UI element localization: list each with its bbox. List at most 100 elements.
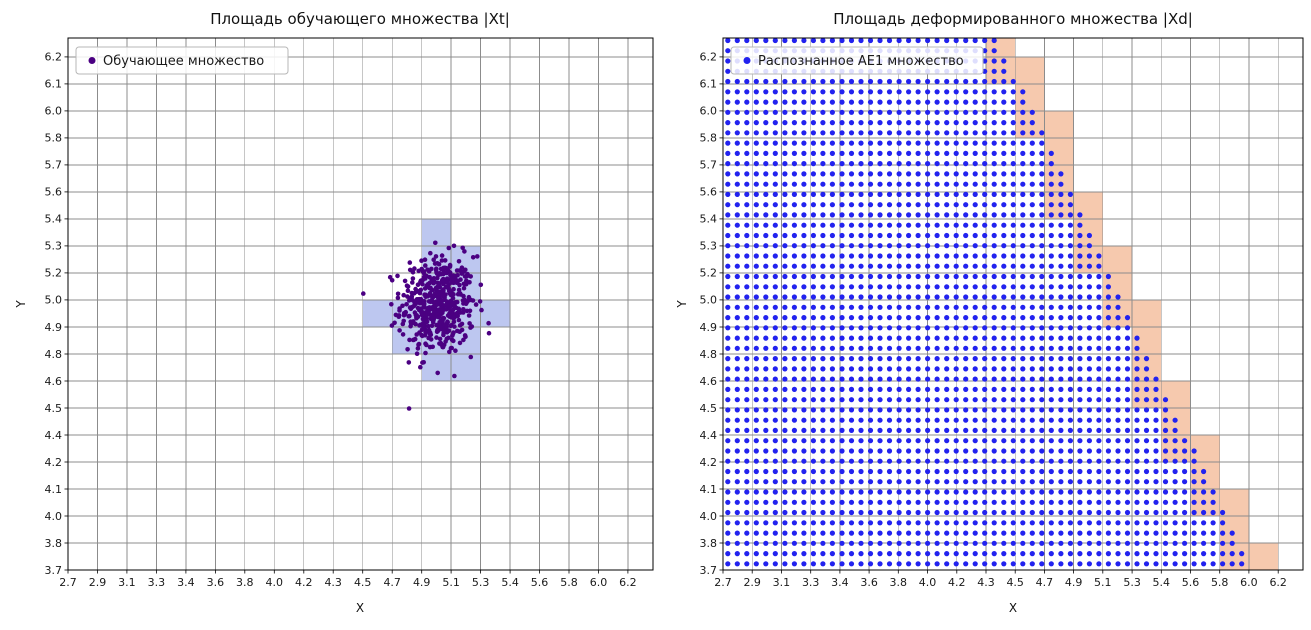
legend-marker-icon [743,57,751,64]
x-tick-label: 3.6 [207,576,225,589]
x-tick-label: 6.2 [1269,576,1287,589]
y-tick-label: 3.8 [700,537,718,550]
y-tick-label: 6.1 [45,78,63,91]
x-axis-label: X [1009,601,1017,615]
y-tick-label: 5.0 [700,294,718,307]
y-tick-label: 5.6 [700,186,718,199]
x-tick-label: 2.7 [714,576,732,589]
legend: Обучающее множество [75,46,289,75]
y-tick-label: 5.7 [700,159,718,172]
scatter-points [361,240,492,411]
legend-label: Обучающее множество [103,54,264,69]
y-tick-label: 5.2 [45,267,63,280]
axis-ticks: 2.73.7 2.9 3.8 3.1 4.0 3.3 4.1 3.4 4.2 3.6 4.4 3.8 4… [45,51,637,589]
y-tick-label: 5.0 [45,294,63,307]
legend-box [730,46,984,75]
grid-lines [68,38,653,570]
x-tick-label: 4.7 [383,576,401,589]
x-tick-label: 5.1 [1094,576,1112,589]
y-tick-label: 6.2 [45,51,63,64]
y-tick-label: 3.7 [700,564,718,577]
y-tick-label: 5.3 [45,240,63,253]
y-tick-label: 4.0 [45,510,63,523]
y-tick-label: 4.8 [700,348,718,361]
training-plot-canvas: 2.73.7 2.9 3.8 3.1 4.0 3.3 4.1 3.4 4.2 3.6 4.4 3.8 4… [14,10,654,615]
y-tick-label: 6.1 [700,78,718,91]
plot-layers [68,38,653,570]
x-tick-label: 4.9 [413,576,431,589]
plot-title: Площадь обучающего множества |Xt| [210,10,510,28]
x-tick-label: 4.5 [354,576,372,589]
x-tick-label: 5.1 [442,576,460,589]
y-tick-label: 5.4 [700,213,718,226]
x-tick-label: 5.8 [1211,576,1229,589]
y-tick-label: 4.2 [45,456,63,469]
y-tick-label: 3.7 [45,564,63,577]
legend: Распознанное AE1 множество [730,46,984,75]
x-tick-label: 5.3 [1123,576,1141,589]
x-tick-label: 5.4 [501,576,519,589]
x-tick-label: 3.4 [831,576,849,589]
x-tick-label: 3.1 [773,576,791,589]
x-tick-label: 4.5 [1006,576,1024,589]
y-tick-label: 6.0 [700,105,718,118]
x-tick-label: 4.2 [295,576,313,589]
x-tick-label: 5.6 [531,576,549,589]
x-tick-label: 2.7 [59,576,77,589]
y-axis-label: Y [14,300,28,309]
legend-label: Распознанное AE1 множество [758,54,964,69]
plot-layers [723,38,1303,570]
x-tick-label: 6.2 [619,576,637,589]
y-tick-label: 4.4 [700,429,718,442]
x-tick-label: 3.3 [148,576,166,589]
y-tick-label: 4.9 [45,321,63,334]
x-tick-label: 5.6 [1182,576,1200,589]
y-tick-label: 5.2 [700,267,718,280]
legend-marker-icon [88,57,96,64]
y-tick-label: 4.0 [700,510,718,523]
x-tick-label: 4.7 [1036,576,1054,589]
y-tick-label: 5.6 [45,186,63,199]
y-tick-label: 4.9 [700,321,718,334]
x-tick-label: 4.3 [977,576,995,589]
x-tick-label: 5.4 [1153,576,1171,589]
y-axis-label: Y [675,300,689,309]
x-tick-label: 2.9 [89,576,107,589]
y-tick-label: 4.4 [45,429,63,442]
dot-grid [725,38,1245,567]
y-tick-label: 5.8 [700,132,718,145]
x-tick-label: 3.8 [890,576,908,589]
x-tick-label: 5.8 [560,576,578,589]
x-tick-label: 3.6 [860,576,878,589]
x-tick-label: 3.4 [177,576,195,589]
y-tick-label: 3.8 [45,537,63,550]
plot-border [722,37,1304,571]
x-tick-label: 3.1 [118,576,136,589]
x-tick-label: 4.9 [1065,576,1083,589]
y-tick-label: 4.1 [45,483,63,496]
y-tick-label: 4.6 [45,375,63,388]
y-tick-label: 4.8 [45,348,63,361]
axis-ticks: 2.73.7 2.9 3.8 3.1 4.0 3.3 4.1 3.4 4.2 3.6 4.4 3.8 4… [700,51,1287,589]
x-tick-label: 4.0 [266,576,284,589]
y-tick-label: 6.2 [700,51,718,64]
subplot-training-set: 2.7 3.7 2.9 3.8 3.1 4.0 3.3 4.1 3.4 4.2 3.6 4.4 3.8 4… [14,10,654,615]
plot-title: Площадь деформированного множества |Xd| [833,10,1193,28]
y-tick-label: 6.0 [45,105,63,118]
subplot-deformed-set: 2.7 3.7 2.9 3.8 3.1 4.0 3.3 4.1 3.4 4.2 3.6 4.4 3.8 4… [660,0,1311,630]
x-tick-label: 3.3 [802,576,820,589]
y-tick-label: 4.1 [700,483,718,496]
deformed-plot-canvas: 2.73.7 2.9 3.8 3.1 4.0 3.3 4.1 3.4 4.2 3.6 4.4 3.8 4… [675,10,1304,615]
x-tick-label: 2.9 [743,576,761,589]
plot-background [68,38,653,570]
x-tick-label: 4.3 [324,576,342,589]
x-tick-label: 4.2 [948,576,966,589]
x-tick-label: 6.0 [1240,576,1258,589]
x-axis-label: X [356,601,364,615]
x-tick-label: 4.0 [919,576,937,589]
y-tick-label: 4.5 [45,402,63,415]
y-tick-label: 4.2 [700,456,718,469]
y-tick-label: 4.5 [700,402,718,415]
y-tick-label: 5.7 [45,159,63,172]
